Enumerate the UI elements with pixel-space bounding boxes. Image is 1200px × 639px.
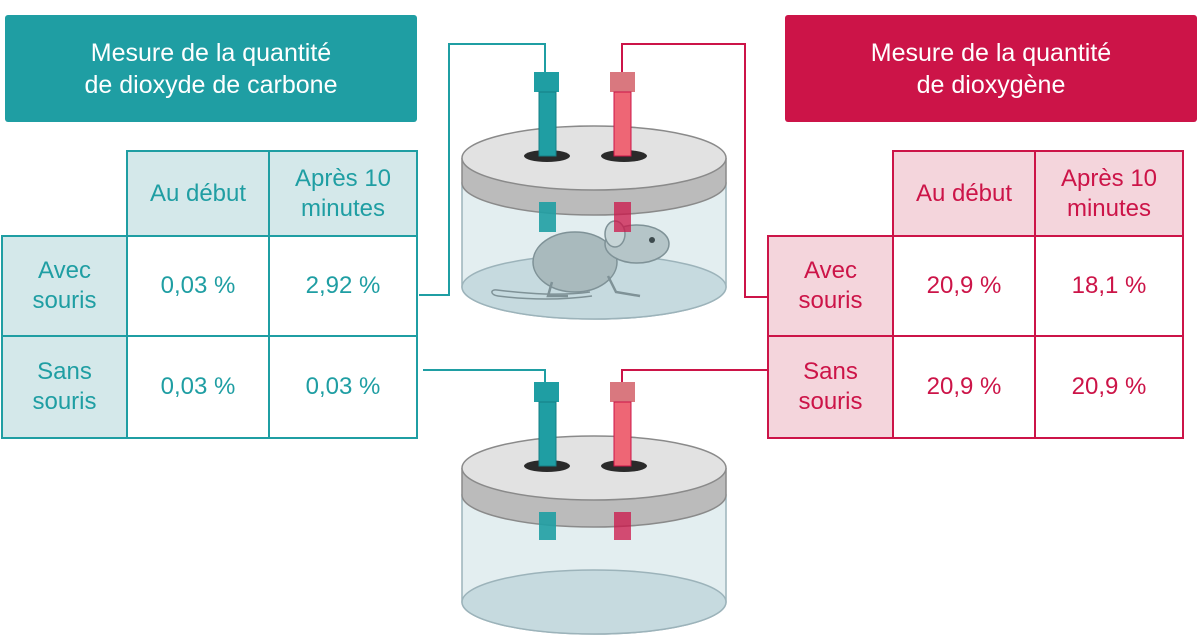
co2-title-line1: Mesure de la quantité <box>90 38 332 67</box>
o2-connector-without-mouse <box>621 369 767 382</box>
table-corner <box>768 151 893 236</box>
co2-value-cell: 0,03 % <box>126 335 270 439</box>
o2-row-label: Sans souris <box>767 335 894 439</box>
co2-value-cell: 2,92 % <box>268 235 418 337</box>
container-with-mouse <box>461 72 727 320</box>
o2-connector-with-mouse <box>621 43 769 298</box>
co2-col-after: Après 10 minutes <box>268 150 418 237</box>
o2-measure-title: Mesure de la quantité de dioxygène <box>785 15 1197 122</box>
o2-table: Au début Après 10 minutes Avec souris 20,9… <box>767 150 1184 439</box>
co2-value-cell: 0,03 % <box>268 335 418 439</box>
mouse-icon <box>491 220 670 300</box>
o2-sensor-icon <box>610 382 635 467</box>
co2-sensor-icon <box>534 72 559 157</box>
table-row: Avec souris 20,9 % 18,1 % <box>767 235 1184 337</box>
table-row: Sans souris 0,03 % 0,03 % <box>1 335 418 439</box>
container-without-mouse <box>461 382 727 635</box>
o2-value-cell: 20,9 % <box>892 235 1036 337</box>
o2-value-cell: 20,9 % <box>892 335 1036 439</box>
co2-row-label: Sans souris <box>1 335 128 439</box>
co2-connector-without-mouse <box>423 369 546 382</box>
co2-sensor-icon <box>534 382 559 467</box>
o2-title-line1: Mesure de la quantité <box>870 38 1112 67</box>
table-corner <box>2 151 127 236</box>
table-row: Sans souris 20,9 % 20,9 % <box>767 335 1184 439</box>
co2-measure-title: Mesure de la quantité de dioxyde de carb… <box>5 15 417 122</box>
co2-col-start: Au début <box>126 150 270 237</box>
co2-value-cell: 0,03 % <box>126 235 270 337</box>
o2-title-line2: de dioxygène <box>916 70 1066 99</box>
co2-row-label: Avec souris <box>1 235 128 337</box>
co2-title-line2: de dioxyde de carbone <box>84 70 338 99</box>
o2-col-start: Au début <box>892 150 1036 237</box>
o2-col-after: Après 10 minutes <box>1034 150 1184 237</box>
co2-table: Au début Après 10 minutes Avec souris 0,03… <box>1 150 418 439</box>
o2-value-cell: 20,9 % <box>1034 335 1184 439</box>
co2-connector-with-mouse <box>419 43 546 296</box>
o2-value-cell: 18,1 % <box>1034 235 1184 337</box>
o2-sensor-icon <box>610 72 635 157</box>
o2-row-label: Avec souris <box>767 235 894 337</box>
table-row: Avec souris 0,03 % 2,92 % <box>1 235 418 337</box>
